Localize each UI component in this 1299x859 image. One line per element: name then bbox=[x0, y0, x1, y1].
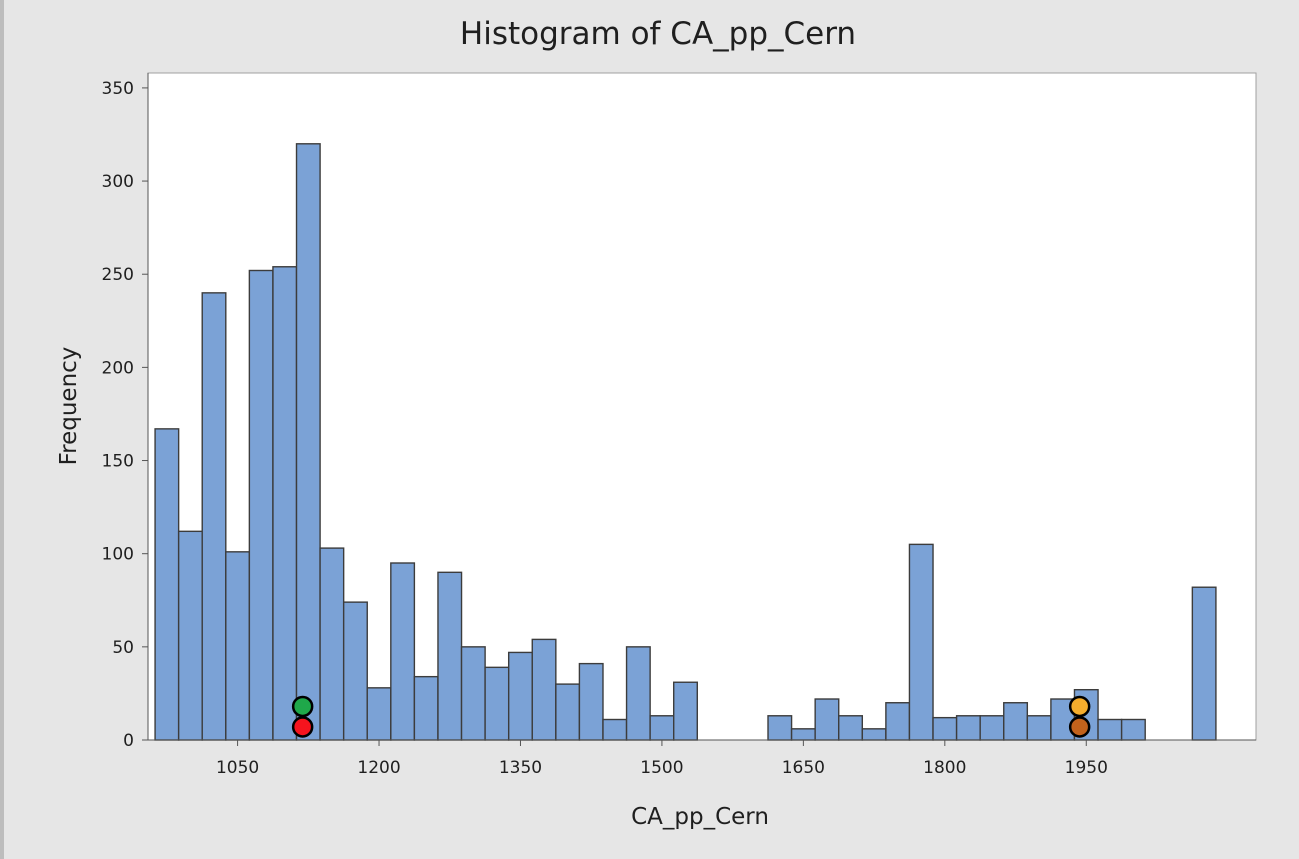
y-tick-label: 0 bbox=[123, 731, 134, 751]
histogram-bar bbox=[838, 715, 864, 741]
histogram-bar bbox=[460, 646, 486, 741]
histogram-bar bbox=[295, 143, 321, 741]
histogram-bar bbox=[390, 562, 416, 741]
x-tick-label: 1200 bbox=[357, 758, 400, 778]
window-edge bbox=[0, 0, 4, 859]
histogram-bar bbox=[790, 728, 816, 741]
histogram-bar bbox=[1026, 715, 1052, 741]
marker-dot bbox=[1068, 695, 1091, 718]
x-tick-label: 1650 bbox=[782, 758, 825, 778]
histogram-bar bbox=[248, 269, 274, 741]
histogram-bar bbox=[319, 547, 345, 741]
histogram-bar bbox=[578, 662, 604, 741]
x-axis-label: CA_pp_Cern bbox=[631, 804, 769, 830]
histogram-bar bbox=[507, 651, 533, 741]
x-tick-label: 1950 bbox=[1065, 758, 1108, 778]
histogram-bar bbox=[625, 646, 651, 741]
bars-group bbox=[154, 143, 1217, 741]
x-tick-label: 1800 bbox=[923, 758, 966, 778]
histogram-bar bbox=[177, 530, 203, 741]
histogram-bar bbox=[908, 543, 934, 741]
y-tick-label: 300 bbox=[102, 172, 134, 192]
histogram-bar bbox=[154, 428, 180, 741]
y-tick-label: 200 bbox=[102, 358, 134, 378]
marker-dot bbox=[1068, 716, 1091, 738]
histogram-bar bbox=[1003, 702, 1029, 741]
x-tick-label: 1500 bbox=[640, 758, 683, 778]
marker-dot bbox=[291, 695, 314, 718]
chart-title: Histogram of CA_pp_Cern bbox=[460, 16, 856, 52]
histogram-bar bbox=[649, 715, 675, 741]
histogram-bar bbox=[201, 292, 227, 741]
histogram-bar bbox=[225, 551, 251, 741]
y-tick-label: 100 bbox=[102, 545, 134, 565]
y-tick-label: 250 bbox=[102, 265, 134, 285]
histogram-bar bbox=[861, 728, 887, 741]
histogram-bar bbox=[555, 683, 581, 741]
histogram-bar bbox=[1120, 718, 1146, 741]
histogram-bar bbox=[767, 715, 793, 741]
y-tick-label: 50 bbox=[112, 638, 134, 658]
histogram-bar bbox=[531, 638, 557, 741]
x-tick-label: 1050 bbox=[216, 758, 259, 778]
histogram-bar bbox=[955, 715, 981, 741]
markers-group bbox=[291, 695, 1091, 738]
histogram-bar bbox=[885, 702, 911, 741]
histogram-bar bbox=[342, 601, 368, 741]
y-tick-label: 350 bbox=[102, 79, 134, 99]
histogram-bar bbox=[366, 687, 392, 741]
histogram-bar bbox=[1191, 586, 1217, 741]
histogram-bar bbox=[932, 716, 958, 741]
histogram-bar bbox=[602, 718, 628, 741]
histogram-bar bbox=[673, 681, 698, 741]
histogram-bar bbox=[814, 698, 840, 741]
y-axis-label: Frequency bbox=[56, 347, 82, 466]
histogram-bar bbox=[437, 571, 463, 741]
x-tick-label: 1350 bbox=[499, 758, 542, 778]
axes-group: 1050 1200 1350 1500 1650 1800 1950 0 50 100 150 200… bbox=[102, 73, 1256, 778]
y-tick-label: 150 bbox=[102, 452, 134, 472]
marker-dot bbox=[291, 716, 314, 738]
histogram-bar bbox=[272, 266, 298, 741]
histogram-bar bbox=[484, 666, 510, 741]
histogram-bar bbox=[979, 715, 1005, 741]
histogram-bar bbox=[413, 675, 439, 741]
histogram-bar bbox=[1097, 718, 1123, 741]
